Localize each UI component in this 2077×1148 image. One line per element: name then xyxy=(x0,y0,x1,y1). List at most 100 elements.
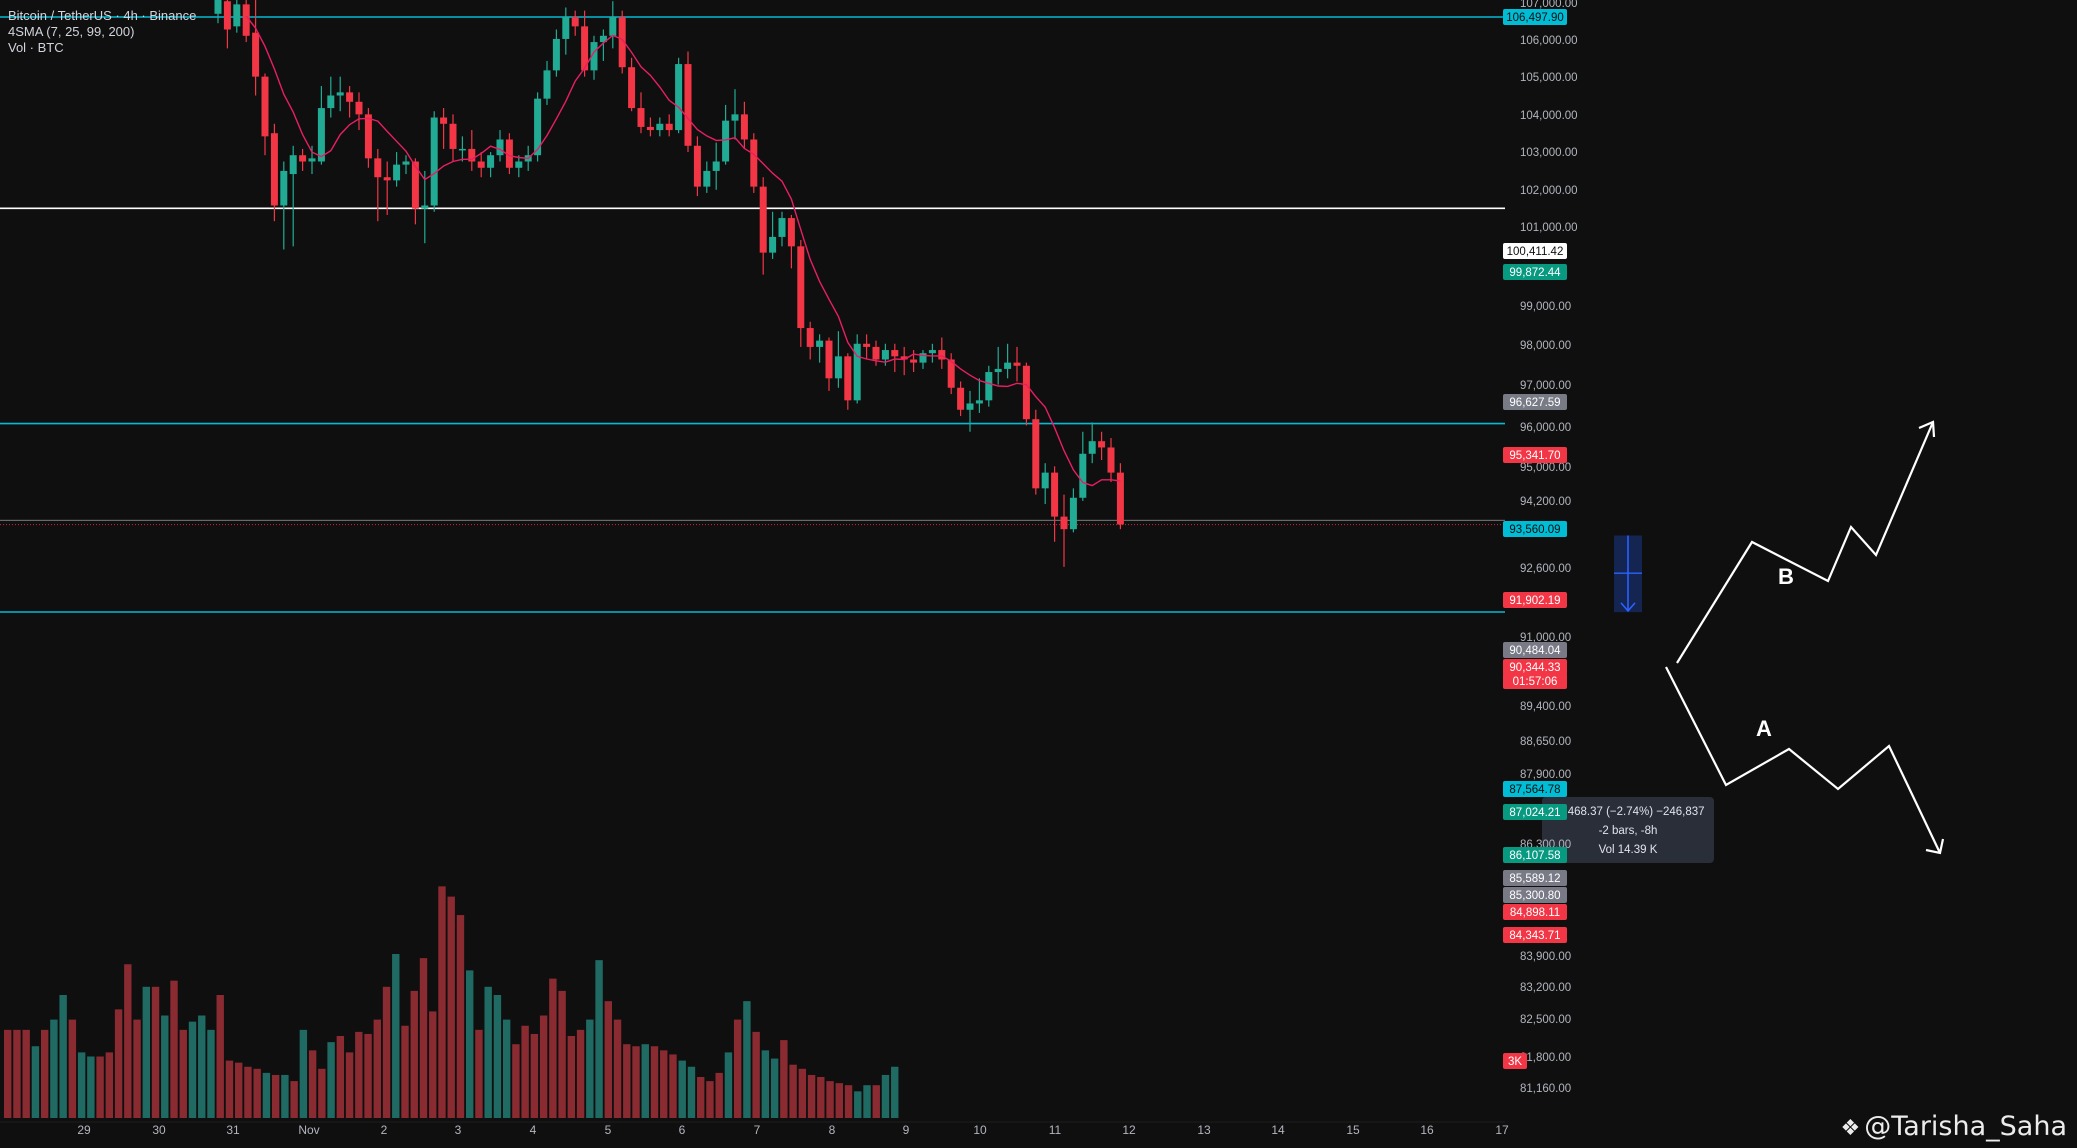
scenario-paths[interactable]: BA xyxy=(1665,420,1945,855)
time-axis[interactable]: 29 30 31 Nov 2 3 4 5 6 7 8 9 10 11 12 13 14 15 16 17 xyxy=(77,1123,1509,1137)
price-tick-label: 102,000.00 xyxy=(1520,185,1578,197)
price-tick-label: 97,000.00 xyxy=(1520,380,1571,392)
price-label-tag xyxy=(1503,447,1567,463)
volume-bar xyxy=(521,1025,529,1118)
volume-bar xyxy=(364,1033,372,1118)
measure-tool[interactable]: −2,468.37 (−2.74%) −246,837 -2 bars, -8h V… xyxy=(1542,535,1714,863)
volume-bar xyxy=(345,1052,354,1118)
volume-bar xyxy=(789,1064,797,1118)
volume-bar xyxy=(863,1085,871,1118)
time-tick-label: 9 xyxy=(903,1123,910,1137)
candle-body xyxy=(543,70,551,99)
price-label-text: 86,107.58 xyxy=(1509,850,1560,862)
volume-bar xyxy=(613,1019,622,1118)
sma-7-line xyxy=(245,15,1121,487)
candle-body xyxy=(214,0,222,14)
candle-body xyxy=(1032,419,1040,489)
candle-body xyxy=(722,120,730,162)
time-tick-label: 12 xyxy=(1122,1123,1136,1137)
price-label-text: 99,872.44 xyxy=(1509,267,1561,279)
volume-bar xyxy=(68,1019,77,1118)
volume-bar xyxy=(549,978,557,1118)
candle-body xyxy=(900,356,908,360)
volume-bar xyxy=(124,964,132,1118)
price-label-tag xyxy=(1503,781,1567,797)
candle-body xyxy=(919,353,927,363)
price-tick-label: 101,000.00 xyxy=(1520,222,1578,234)
price-label-tag xyxy=(1503,870,1567,886)
price-tick-label: 83,900.00 xyxy=(1520,951,1571,963)
candle-body xyxy=(975,400,983,404)
price-tick-label: 91,000.00 xyxy=(1520,632,1571,644)
volume-bar xyxy=(724,1052,733,1118)
volume-bar xyxy=(22,1029,30,1118)
volume-bar xyxy=(410,990,418,1118)
volume-bar xyxy=(40,1029,49,1118)
candle-body xyxy=(863,343,871,347)
candle-body xyxy=(825,340,833,379)
volume-bar xyxy=(752,1031,760,1118)
candle-body xyxy=(712,161,720,171)
candle-body xyxy=(957,387,965,410)
price-label-text: 84,898.11 xyxy=(1510,907,1560,919)
candle-body xyxy=(411,161,419,209)
scenario-label-b: B xyxy=(1778,564,1794,589)
volume-label[interactable]: Vol · BTC xyxy=(8,40,64,55)
price-label-text: 01:57:06 xyxy=(1513,676,1558,688)
price-tick-label: 82,500.00 xyxy=(1520,1014,1571,1026)
volume-bar xyxy=(216,995,224,1118)
candle-body xyxy=(938,350,946,360)
candle-body xyxy=(374,158,382,178)
volume-bar xyxy=(780,1040,788,1118)
time-tick-label: 4 xyxy=(530,1123,537,1137)
candle-body xyxy=(703,170,711,187)
price-label-tag xyxy=(1503,521,1567,537)
volume-bar xyxy=(373,1019,381,1118)
price-tick-label: 106,000.00 xyxy=(1520,35,1578,47)
candle-body xyxy=(1079,453,1087,498)
volume-bar xyxy=(466,970,474,1118)
candle-body xyxy=(477,161,485,168)
candle-body xyxy=(637,108,645,127)
price-label-tag xyxy=(1503,904,1567,920)
candle-body xyxy=(571,16,579,27)
candle-body xyxy=(355,101,363,115)
price-label-tag xyxy=(1503,804,1567,820)
volume-bar xyxy=(558,990,566,1118)
candles[interactable] xyxy=(214,0,1124,567)
candle-body xyxy=(881,350,889,360)
horizontal-levels[interactable] xyxy=(0,16,1505,613)
candle-body xyxy=(684,64,692,146)
price-label-text: 87,024.21 xyxy=(1509,807,1560,819)
price-tick-label: 81,160.00 xyxy=(1520,1083,1571,1095)
volume-bar xyxy=(502,1019,511,1118)
candle-body xyxy=(665,123,673,131)
symbol-title[interactable]: Bitcoin / TetherUS · 4h · Binance xyxy=(8,8,197,23)
candle-body xyxy=(891,350,899,357)
price-tick-label: 94,200.00 xyxy=(1520,496,1571,508)
indicator-label[interactable]: 4SMA (7, 25, 99, 200) xyxy=(8,24,135,39)
candle-body xyxy=(289,155,297,175)
volume-bar xyxy=(586,1019,594,1118)
volume-bar xyxy=(308,1050,317,1118)
time-tick-label: 8 xyxy=(829,1123,836,1137)
candle-body xyxy=(797,246,805,329)
volume-bar xyxy=(438,886,446,1118)
volume-bar xyxy=(114,1009,123,1118)
time-tick-label: 3 xyxy=(455,1123,462,1137)
price-label-tag xyxy=(1503,592,1567,608)
price-axis[interactable]: 107,000.00 106,000.00 105,000.00 104,000.00… xyxy=(1503,0,1578,1095)
volume-bar xyxy=(854,1091,862,1118)
candle-body xyxy=(233,4,241,27)
price-label-tag xyxy=(1503,927,1567,943)
volume-bar xyxy=(96,1056,104,1118)
candle-body xyxy=(628,67,636,109)
candle-body xyxy=(270,133,278,206)
candle-body xyxy=(599,35,607,43)
price-tick-label: 92,600.00 xyxy=(1520,563,1571,575)
candle-body xyxy=(759,186,767,253)
candle-body xyxy=(656,123,664,131)
volume-bar xyxy=(493,995,502,1118)
volume-bar xyxy=(798,1068,807,1118)
